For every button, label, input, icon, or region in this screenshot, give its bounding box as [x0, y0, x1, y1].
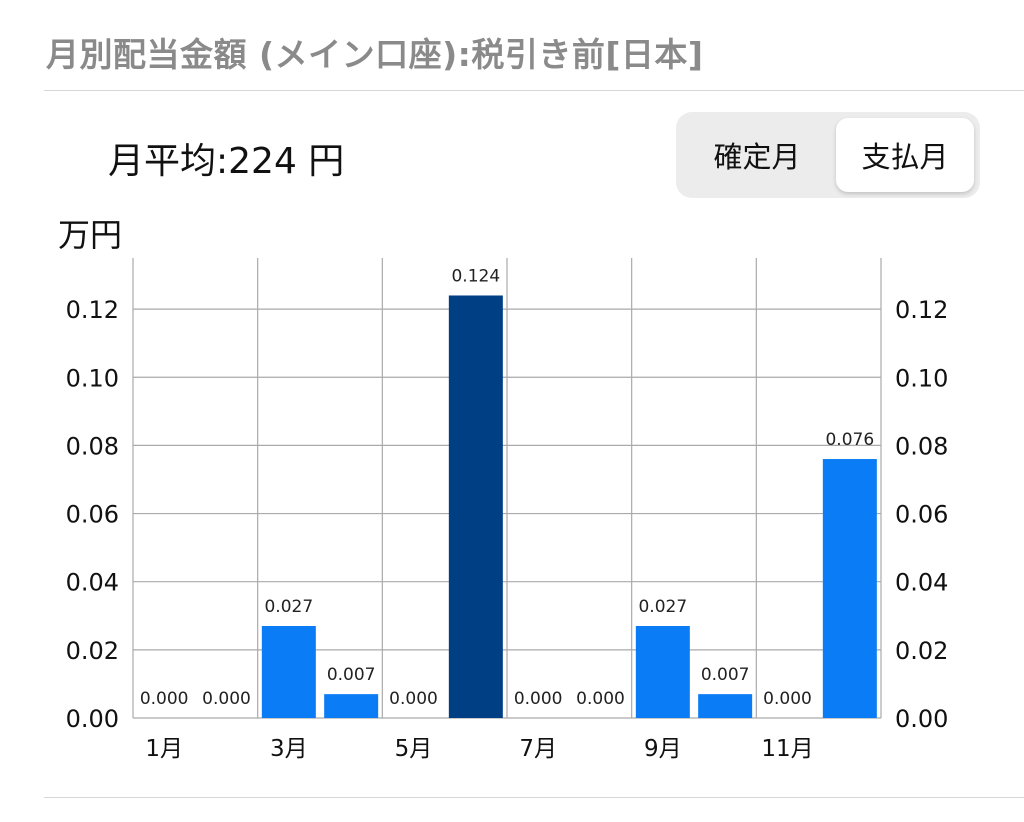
bar-value-label: 0.124 — [451, 266, 500, 286]
bar-value-label: 0.000 — [514, 689, 563, 709]
footer-divider — [44, 797, 1024, 798]
x-tick-label: 3月 — [270, 736, 308, 762]
bar-value-label: 0.027 — [638, 597, 687, 617]
bar — [698, 694, 753, 718]
x-tick-label: 5月 — [395, 736, 433, 762]
y-tick-label-left: 0.12 — [66, 296, 119, 324]
x-tick-label: 9月 — [644, 736, 682, 762]
bar-value-label: 0.076 — [825, 430, 874, 450]
y-tick-label-left: 0.10 — [66, 364, 119, 392]
bar — [261, 626, 316, 718]
bar-value-label: 0.000 — [140, 689, 189, 709]
y-tick-label-left: 0.06 — [66, 501, 119, 529]
page-title: 月別配当金額 (メイン口座):税引き前[日本] — [46, 35, 704, 74]
x-tick-label: 7月 — [519, 736, 557, 762]
y-tick-label-right: 0.08 — [895, 432, 948, 460]
monthly-average: 月平均:224 円 — [108, 141, 345, 182]
y-axis-unit-label: 万円 — [58, 216, 123, 254]
x-tick-label: 1月 — [145, 736, 183, 762]
y-tick-label-left: 0.04 — [66, 569, 119, 597]
bar-value-label: 0.007 — [701, 665, 750, 685]
bar — [324, 694, 379, 718]
y-tick-label-right: 0.12 — [895, 296, 948, 324]
bar-value-label: 0.000 — [576, 689, 625, 709]
y-tick-label-right: 0.00 — [895, 705, 948, 733]
bar-value-label: 0.000 — [763, 689, 812, 709]
header-divider — [44, 90, 1024, 91]
y-tick-label-left: 0.02 — [66, 637, 119, 665]
bar-value-label: 0.000 — [389, 689, 438, 709]
toggle-confirmed-month-button[interactable]: 確定月 — [713, 140, 801, 174]
bar — [822, 459, 877, 718]
month-type-toggle: 確定月 支払月 — [676, 112, 980, 198]
x-tick-label: 11月 — [761, 736, 813, 762]
bar — [635, 626, 690, 718]
bar-value-label: 0.007 — [327, 665, 376, 685]
y-tick-label-right: 0.06 — [895, 501, 948, 529]
bar — [448, 295, 503, 718]
bar-value-label: 0.027 — [264, 597, 313, 617]
y-tick-label-right: 0.10 — [895, 364, 948, 392]
y-tick-label-right: 0.02 — [895, 637, 948, 665]
toggle-payment-month-button[interactable]: 支払月 — [836, 118, 974, 192]
y-tick-label-left: 0.00 — [66, 705, 119, 733]
y-tick-label-left: 0.08 — [66, 432, 119, 460]
bar-value-label: 0.000 — [202, 689, 251, 709]
y-tick-label-right: 0.04 — [895, 569, 948, 597]
